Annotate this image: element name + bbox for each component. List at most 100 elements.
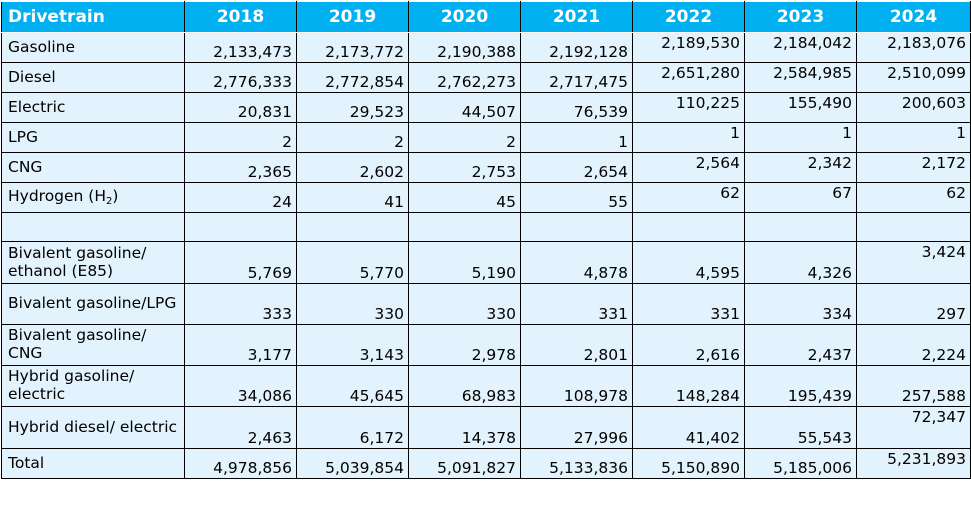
empty-cell: [520, 212, 633, 242]
table-row: Bivalent gasoline/ CNG 3,177 3,143 2,978…: [1, 324, 971, 366]
table-cell: 5,190: [408, 241, 521, 284]
row-label: Electric: [1, 92, 185, 123]
table-cell: 3,177: [184, 324, 297, 366]
table-cell: 200,603: [856, 92, 971, 123]
table-cell: 41,402: [632, 406, 745, 449]
table-header: Drivetrain 2018 2019 2020 2021 2022 2023…: [1, 1, 971, 33]
table-cell: 2,192,128: [520, 32, 633, 63]
table-row: Diesel 2,776,333 2,772,854 2,762,273 2,7…: [1, 62, 971, 93]
empty-cell: [632, 212, 745, 242]
table-cell: 20,831: [184, 92, 297, 123]
table-cell: 257,588: [856, 365, 971, 407]
table-cell: 5,039,854: [296, 448, 409, 479]
empty-cell: [184, 212, 297, 242]
table-cell: 5,231,893: [856, 448, 971, 479]
table-cell: 2,224: [856, 324, 971, 366]
table-cell: 2,978: [408, 324, 521, 366]
table-cell: 2,365: [184, 152, 297, 183]
row-label: Hydrogen (H2): [1, 182, 185, 213]
table-cell: 76,539: [520, 92, 633, 123]
table-cell: 2,183,076: [856, 32, 971, 63]
table-cell: 2,463: [184, 406, 297, 449]
table-row: Hybrid diesel/ electric 2,463 6,172 14,3…: [1, 406, 971, 449]
table-row: Hydrogen (H2) 24 41 45 55 62 67 62: [1, 182, 971, 213]
table-cell: 2,776,333: [184, 62, 297, 93]
table-cell: 45,645: [296, 365, 409, 407]
table-cell: 62: [632, 182, 745, 213]
table-cell: 72,347: [856, 406, 971, 449]
table-cell: 27,996: [520, 406, 633, 449]
header-year: 2024: [856, 1, 971, 33]
table-cell: 195,439: [744, 365, 857, 407]
row-label: Bivalent gasoline/ ethanol (E85): [1, 241, 185, 284]
table-row: LPG 2 2 2 1 1 1 1: [1, 122, 971, 153]
table-cell: 148,284: [632, 365, 745, 407]
row-label: Hybrid gasoline/ electric: [1, 365, 185, 407]
drivetrain-table: Drivetrain 2018 2019 2020 2021 2022 2023…: [1, 1, 971, 479]
table-cell: 5,150,890: [632, 448, 745, 479]
table-cell: 68,983: [408, 365, 521, 407]
row-label: Total: [1, 448, 185, 479]
header-year: 2023: [744, 1, 857, 33]
header-year: 2018: [184, 1, 297, 33]
header-drivetrain: Drivetrain: [1, 1, 185, 33]
row-label: Bivalent gasoline/LPG: [1, 283, 185, 325]
total-row: Total 4,978,856 5,039,854 5,091,827 5,13…: [1, 448, 971, 479]
table-cell: 330: [296, 283, 409, 325]
table-cell: 331: [632, 283, 745, 325]
table-cell: 2,762,273: [408, 62, 521, 93]
table-cell: 2,437: [744, 324, 857, 366]
table-cell: 45: [408, 182, 521, 213]
table-cell: 1: [744, 122, 857, 153]
header-year: 2021: [520, 1, 633, 33]
row-label: Diesel: [1, 62, 185, 93]
table-cell: 55,543: [744, 406, 857, 449]
table-cell: 2,172: [856, 152, 971, 183]
table-cell: 6,172: [296, 406, 409, 449]
table-cell: 108,978: [520, 365, 633, 407]
table-cell: 4,326: [744, 241, 857, 284]
table-cell: 2,602: [296, 152, 409, 183]
table-cell: 67: [744, 182, 857, 213]
table-cell: 5,133,836: [520, 448, 633, 479]
table-cell: 2,190,388: [408, 32, 521, 63]
table-row: Gasoline 2,133,473 2,173,772 2,190,388 2…: [1, 32, 971, 63]
table-cell: 2,184,042: [744, 32, 857, 63]
row-label-text: Hydrogen (H: [8, 186, 107, 205]
table-cell: 5,769: [184, 241, 297, 284]
table-cell: 1: [856, 122, 971, 153]
table-cell: 5,185,006: [744, 448, 857, 479]
table-cell: 2: [408, 122, 521, 153]
table-cell: 5,770: [296, 241, 409, 284]
table-cell: 155,490: [744, 92, 857, 123]
table-cell: 2,616: [632, 324, 745, 366]
header-year: 2019: [296, 1, 409, 33]
table-cell: 334: [744, 283, 857, 325]
table-cell: 55: [520, 182, 633, 213]
table-cell: 3,143: [296, 324, 409, 366]
table-cell: 41: [296, 182, 409, 213]
table-cell: 4,595: [632, 241, 745, 284]
empty-row: [1, 212, 971, 242]
header-year: 2022: [632, 1, 745, 33]
table-cell: 62: [856, 182, 971, 213]
row-label: CNG: [1, 152, 185, 183]
row-label: Bivalent gasoline/ CNG: [1, 324, 185, 366]
row-label: Gasoline: [1, 32, 185, 63]
table-cell: 29,523: [296, 92, 409, 123]
empty-cell: [1, 212, 185, 242]
table-cell: 297: [856, 283, 971, 325]
row-label: LPG: [1, 122, 185, 153]
table-cell: 4,978,856: [184, 448, 297, 479]
table-cell: 5,091,827: [408, 448, 521, 479]
table-cell: 333: [184, 283, 297, 325]
table-cell: 331: [520, 283, 633, 325]
table-row: Hybrid gasoline/ electric 34,086 45,645 …: [1, 365, 971, 407]
table-row: Bivalent gasoline/LPG 333 330 330 331 33…: [1, 283, 971, 325]
table-cell: 2,584,985: [744, 62, 857, 93]
empty-cell: [296, 212, 409, 242]
empty-cell: [408, 212, 521, 242]
row-label-subscript: 2: [106, 195, 113, 207]
table-cell: 2,801: [520, 324, 633, 366]
table-row: CNG 2,365 2,602 2,753 2,654 2,564 2,342 …: [1, 152, 971, 183]
